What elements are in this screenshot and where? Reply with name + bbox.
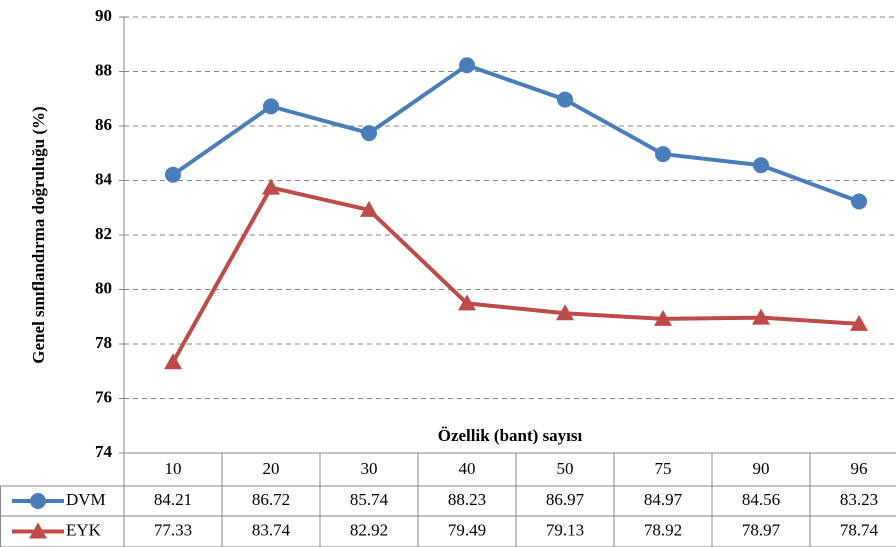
marker (263, 98, 279, 115)
x-tick-label: 75 (655, 459, 672, 478)
table-value: 82.92 (350, 520, 388, 539)
table-value: 78.74 (840, 520, 879, 539)
table-value: 85.74 (350, 490, 389, 509)
table-value: 79.13 (546, 520, 584, 539)
y-tick-label: 74 (95, 442, 113, 461)
table-value: 83.23 (840, 490, 878, 509)
y-tick-label: 84 (95, 169, 113, 188)
legend-marker (30, 493, 46, 509)
marker (753, 157, 769, 174)
x-tick-label: 50 (557, 459, 574, 478)
marker (655, 146, 671, 163)
y-tick-label: 78 (95, 333, 112, 352)
legend-label: DVM (66, 490, 106, 509)
x-tick-label: 20 (263, 459, 280, 478)
marker (459, 57, 475, 74)
marker (557, 91, 573, 108)
marker (458, 294, 476, 311)
x-tick-label: 10 (165, 459, 182, 478)
y-tick-label: 80 (95, 278, 112, 297)
x-axis-title: Özellik (bant) sayısı (438, 426, 583, 445)
table-value: 86.72 (252, 490, 290, 509)
x-tick-label: 30 (361, 459, 378, 478)
x-tick-label: 40 (459, 459, 476, 478)
marker (851, 193, 867, 210)
table-value: 84.97 (644, 490, 683, 509)
table-value: 77.33 (154, 520, 192, 539)
y-tick-label: 90 (95, 6, 112, 25)
marker (752, 308, 770, 325)
y-tick-label: 86 (95, 115, 112, 134)
y-tick-label: 88 (95, 60, 112, 79)
marker (165, 166, 181, 183)
y-tick-label: 82 (95, 224, 112, 243)
x-tick-label: 96 (851, 459, 868, 478)
marker (360, 200, 378, 217)
marker (654, 309, 672, 326)
table-value: 79.49 (448, 520, 486, 539)
marker (850, 314, 868, 331)
table-value: 83.74 (252, 520, 291, 539)
marker (262, 178, 280, 195)
table-value: 78.92 (644, 520, 682, 539)
table-value: 78.97 (742, 520, 781, 539)
series-line (171, 185, 860, 364)
legend-label: EYK (66, 520, 102, 539)
y-tick-label: 76 (95, 387, 112, 406)
table-value: 84.21 (154, 490, 192, 509)
table-value: 86.97 (546, 490, 585, 509)
marker (556, 304, 574, 321)
legend-marker (29, 522, 47, 539)
marker (361, 125, 377, 142)
y-axis-title: Genel sınıflandırma doğruluğu (%) (29, 106, 48, 363)
table-value: 84.56 (742, 490, 780, 509)
x-tick-label: 90 (753, 459, 770, 478)
table-value: 88.23 (448, 490, 486, 509)
marker (164, 353, 182, 370)
series-line (171, 63, 860, 204)
